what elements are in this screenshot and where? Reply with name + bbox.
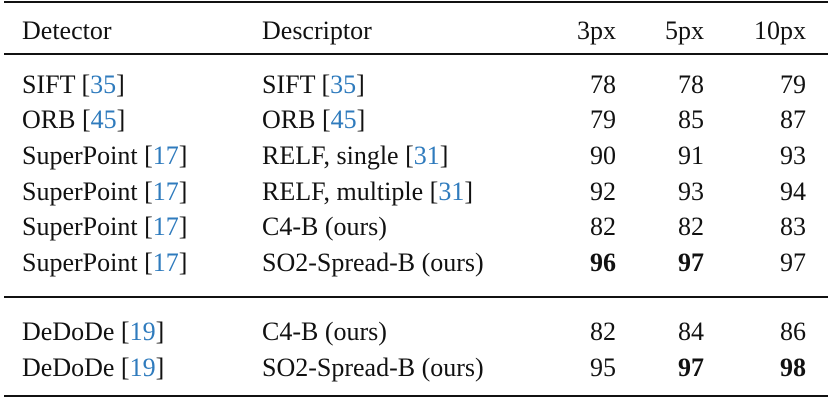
descriptor-name: SO2-Spread-B (ours) — [262, 248, 484, 277]
score-cell: 90 — [590, 141, 616, 170]
header-cell: Descriptor — [262, 16, 372, 45]
citation: [17] — [144, 141, 188, 170]
citation: [45] — [81, 105, 126, 134]
descriptor-cell: C4-B (ours) — [262, 212, 387, 242]
detector-name: SuperPoint — [22, 177, 138, 206]
descriptor-cell: SIFT [35] — [262, 70, 365, 100]
descriptor-cell: RELF, multiple [31] — [262, 177, 473, 207]
top-rule — [4, 1, 828, 3]
score-cell: 82 — [678, 212, 704, 241]
score-cell: 83 — [780, 212, 806, 241]
detector-cell: SIFT [35] — [22, 70, 125, 100]
bottom-rule — [4, 395, 828, 397]
detector-name: ORB — [22, 105, 76, 134]
detector-cell: ORB [45] — [22, 105, 125, 135]
detector-cell: SuperPoint [17] — [22, 212, 187, 242]
score-cell: 82 — [590, 212, 616, 241]
descriptor-name: SIFT — [262, 70, 315, 99]
detector-name: SuperPoint — [22, 248, 138, 277]
score-cell: 93 — [780, 141, 806, 170]
score-cell: 97 — [678, 353, 704, 382]
header-cell: 10px — [754, 16, 806, 45]
descriptor-cell: SO2-Spread-B (ours) — [262, 248, 484, 278]
detector-name: SIFT — [22, 70, 75, 99]
detector-name: DeDoDe — [22, 353, 115, 382]
descriptor-name: ORB — [262, 105, 316, 134]
citation: [31] — [405, 141, 449, 170]
score-cell: 84 — [678, 317, 704, 346]
score-cell: 91 — [678, 141, 704, 170]
descriptor-cell: ORB [45] — [262, 105, 365, 135]
group-rule — [4, 296, 828, 298]
score-cell: 95 — [590, 353, 616, 382]
score-cell: 98 — [780, 353, 806, 382]
citation: [17] — [144, 212, 188, 241]
descriptor-name: RELF, multiple — [262, 177, 424, 206]
header-cell: 3px — [577, 16, 616, 45]
detector-name: DeDoDe — [22, 317, 115, 346]
citation: [19] — [120, 317, 165, 346]
citation: [35] — [81, 70, 125, 99]
detector-cell: SuperPoint [17] — [22, 141, 187, 171]
header-cell: Detector — [22, 16, 112, 45]
score-cell: 79 — [590, 105, 616, 134]
descriptor-name: SO2-Spread-B (ours) — [262, 353, 484, 382]
detector-cell: SuperPoint [17] — [22, 248, 187, 278]
score-cell: 79 — [780, 70, 806, 99]
score-cell: 92 — [590, 177, 616, 206]
score-cell: 97 — [780, 248, 806, 277]
descriptor-name: C4-B (ours) — [262, 212, 387, 241]
score-cell: 78 — [590, 70, 616, 99]
score-cell: 78 — [678, 70, 704, 99]
citation: [17] — [144, 177, 188, 206]
descriptor-cell: SO2-Spread-B (ours) — [262, 353, 484, 383]
header-rule — [4, 53, 828, 55]
score-cell: 86 — [780, 317, 806, 346]
detector-name: SuperPoint — [22, 212, 138, 241]
citation: [19] — [120, 353, 165, 382]
score-cell: 85 — [678, 105, 704, 134]
score-cell: 94 — [780, 177, 806, 206]
score-cell: 87 — [780, 105, 806, 134]
score-cell: 96 — [590, 248, 616, 277]
score-cell: 93 — [678, 177, 704, 206]
citation: [17] — [144, 248, 188, 277]
detector-cell: DeDoDe [19] — [22, 353, 164, 383]
detector-name: SuperPoint — [22, 141, 138, 170]
descriptor-name: RELF, single — [262, 141, 399, 170]
citation: [45] — [321, 105, 366, 134]
descriptor-cell: C4-B (ours) — [262, 317, 387, 347]
citation: [31] — [429, 177, 473, 206]
citation: [35] — [321, 70, 365, 99]
detector-cell: SuperPoint [17] — [22, 177, 187, 207]
descriptor-name: C4-B (ours) — [262, 317, 387, 346]
score-cell: 82 — [590, 317, 616, 346]
detector-cell: DeDoDe [19] — [22, 317, 164, 347]
descriptor-cell: RELF, single [31] — [262, 141, 448, 171]
score-cell: 97 — [678, 248, 704, 277]
header-cell: 5px — [665, 16, 704, 45]
